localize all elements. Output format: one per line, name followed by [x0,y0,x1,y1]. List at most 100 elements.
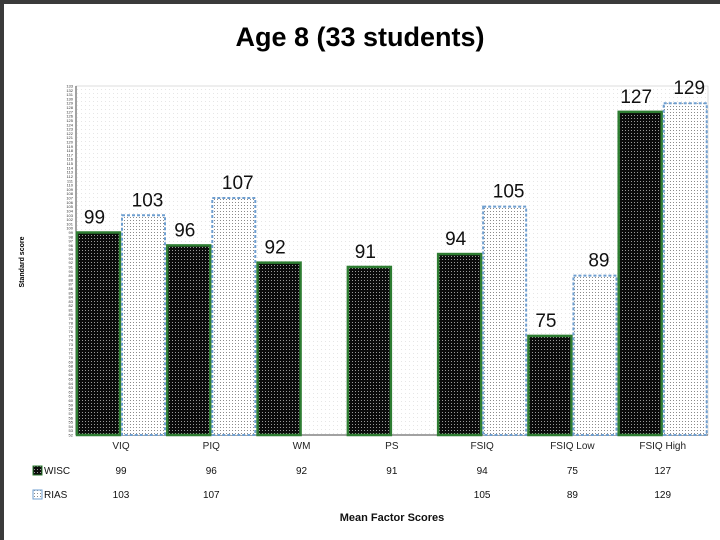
bar-rias [211,197,257,436]
y-tick-label: 109 [66,187,73,192]
bar-wisc [75,231,122,437]
table-cell: 96 [206,466,218,477]
y-tick-label: 73 [69,342,74,347]
y-tick-label: 71 [69,351,74,356]
y-tick-label: 53 [69,428,74,433]
data-label: 94 [445,229,467,250]
y-tick-label: 54 [69,424,74,429]
y-tick-label: 117 [67,152,74,157]
bar-rias [662,102,708,437]
y-tick-group: 5253545556575859606162636465666768697071… [66,84,73,438]
category-label: FSIQ High [639,441,686,452]
y-tick-label: 82 [69,303,74,308]
y-axis-label: Standard score [19,236,26,287]
data-label: 129 [673,78,705,99]
y-tick-label: 75 [69,333,74,338]
y-tick-label: 63 [69,385,74,390]
bar-wisc [256,261,302,437]
table-series-name: RIAS [44,490,68,501]
y-tick-label: 91 [69,264,74,269]
y-tick-label: 122 [66,131,73,136]
y-tick-label: 59 [69,402,74,407]
y-tick-label: 105 [66,204,73,209]
y-tick-label: 116 [67,157,74,162]
y-tick-label: 76 [69,329,74,334]
data-label-group: 99 103 96 107 92 91 94 105 75 89 127 129 [84,78,705,332]
category-label: VIQ [112,441,129,452]
table-cell: 127 [654,466,671,477]
y-tick-label: 127 [66,109,73,114]
y-tick-label: 68 [69,364,74,369]
bar-wisc [617,110,663,437]
data-label: 96 [174,220,195,241]
legend-key-rias [32,489,43,500]
table-cell: 129 [654,490,671,501]
category-label: FSIQ Low [550,441,595,452]
chart-title: Age 8 (33 students) [235,22,485,52]
data-label: 127 [620,87,652,108]
x-axis-label: Mean Factor Scores [340,512,445,524]
y-tick-label: 69 [69,359,74,364]
y-tick-label: 129 [66,101,73,106]
y-tick-label: 114 [67,165,74,170]
y-tick-label: 96 [69,243,74,248]
data-table: WISC 99 96 92 91 94 75 127 RIAS 103 107 105 89 129 [32,465,671,501]
table-cell: 94 [477,466,489,477]
data-label: 103 [132,190,164,211]
y-tick-label: 80 [69,312,74,317]
y-tick-label: 131 [66,92,73,97]
y-tick-label: 106 [66,200,73,205]
y-tick-label: 123 [66,127,73,132]
y-tick-label: 95 [69,247,74,252]
y-tick-label: 72 [69,346,74,351]
y-tick-label: 103 [66,213,73,218]
data-label: 92 [265,238,286,259]
y-tick-label: 77 [69,325,74,330]
data-label: 107 [222,173,254,194]
bar-wisc [527,334,573,437]
y-tick-label: 52 [69,433,74,438]
table-series-name: WISC [44,466,70,477]
y-tick-label: 119 [67,144,74,149]
category-label: WM [293,441,311,452]
y-tick-label: 115 [67,161,74,166]
data-label: 99 [84,207,105,228]
y-tick-label: 128 [66,105,73,110]
y-tick-label: 94 [69,252,74,257]
y-tick-label: 70 [69,355,74,360]
table-cell: 89 [567,490,579,501]
data-label: 75 [535,311,556,332]
y-tick-label: 83 [69,299,74,304]
y-tick-label: 84 [69,295,74,300]
y-tick-label: 132 [66,88,73,93]
y-tick-label: 61 [69,394,74,399]
y-tick-label: 102 [66,217,73,222]
table-cell: 105 [474,490,491,501]
y-tick-label: 118 [67,148,74,153]
y-tick-label: 124 [66,122,73,127]
y-tick-label: 62 [69,389,74,394]
category-label: PIQ [203,441,220,452]
y-tick-label: 79 [69,316,74,321]
y-tick-label: 120 [66,140,73,145]
y-tick-label: 110 [67,183,74,188]
y-tick-label: 89 [69,273,74,278]
data-label: 89 [588,251,609,272]
category-label: FSIQ [470,441,494,452]
y-tick-label: 90 [69,269,74,274]
y-tick-label: 66 [69,372,74,377]
data-label: 91 [355,242,376,263]
bar-wisc [346,265,393,437]
y-tick-label: 100 [66,226,73,231]
y-tick-label: 78 [69,320,74,325]
y-tick-label: 101 [66,221,73,226]
y-tick-label: 113 [67,170,74,175]
table-cell: 92 [296,466,308,477]
y-tick-label: 88 [69,277,74,282]
y-tick-label: 121 [66,135,73,140]
category-label: PS [385,441,399,452]
bar-group [75,102,708,437]
y-tick-label: 57 [69,411,74,416]
